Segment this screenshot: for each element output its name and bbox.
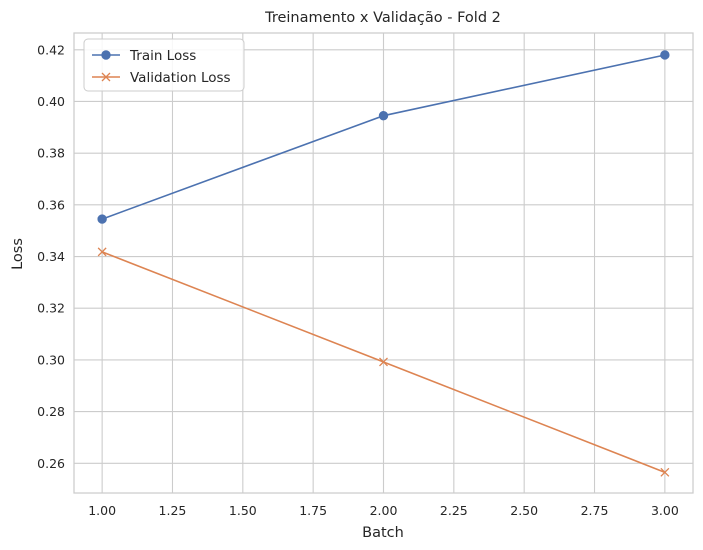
- x-tick-label: 1.75: [299, 503, 327, 518]
- x-tick-label: 2.75: [581, 503, 609, 518]
- series-layer: [97, 50, 670, 477]
- y-tick-label: 0.30: [37, 352, 65, 367]
- y-axis-ticks: 0.26 0.28 0.30 0.32 0.34 0.36 0.38 0.40 0.42: [37, 42, 65, 470]
- y-tick-label: 0.34: [37, 249, 65, 264]
- grid: [74, 33, 693, 493]
- legend-frame: [83, 38, 245, 92]
- x-tick-label: 2.50: [510, 503, 538, 518]
- series-1: [97, 247, 670, 477]
- data-point: [97, 214, 107, 224]
- y-tick-label: 0.26: [37, 456, 65, 471]
- x-tick-label: 3.00: [651, 503, 679, 518]
- legend-item: Train Loss: [92, 48, 196, 64]
- x-axis-ticks: 1.00 1.25 1.50 1.75 2.00 2.25 2.50 2.75 3.00: [88, 503, 679, 518]
- y-axis-label: Loss: [10, 238, 26, 270]
- data-point: [97, 247, 107, 257]
- legend-item: Validation Loss: [92, 70, 231, 86]
- plot-area: [73, 32, 694, 494]
- data-point: [660, 467, 670, 477]
- y-tick-label: 0.28: [37, 404, 65, 419]
- series-0: [97, 50, 670, 224]
- y-tick-label: 0.32: [37, 301, 65, 316]
- legend-label: Validation Loss: [130, 70, 231, 86]
- x-tick-label: 1.25: [159, 503, 187, 518]
- legend: Train Loss Validation Loss: [83, 38, 245, 92]
- legend-label: Train Loss: [129, 48, 196, 64]
- data-point: [379, 357, 388, 367]
- chart-title: Treinamento x Validação - Fold 2: [264, 10, 501, 26]
- legend-marker: [101, 50, 111, 60]
- x-tick-label: 2.25: [440, 503, 468, 518]
- y-tick-label: 0.38: [37, 146, 65, 161]
- data-point: [378, 110, 389, 121]
- x-tick-label: 1.50: [229, 503, 257, 518]
- x-axis-label: Batch: [362, 525, 404, 541]
- y-tick-label: 0.42: [37, 42, 65, 57]
- x-tick-label: 1.00: [88, 503, 116, 518]
- plot-frame: [73, 32, 694, 494]
- x-tick-label: 2.00: [370, 503, 398, 518]
- data-point: [660, 50, 670, 60]
- legend-marker: [101, 72, 111, 82]
- y-tick-label: 0.40: [37, 94, 65, 109]
- y-tick-label: 0.36: [37, 197, 65, 212]
